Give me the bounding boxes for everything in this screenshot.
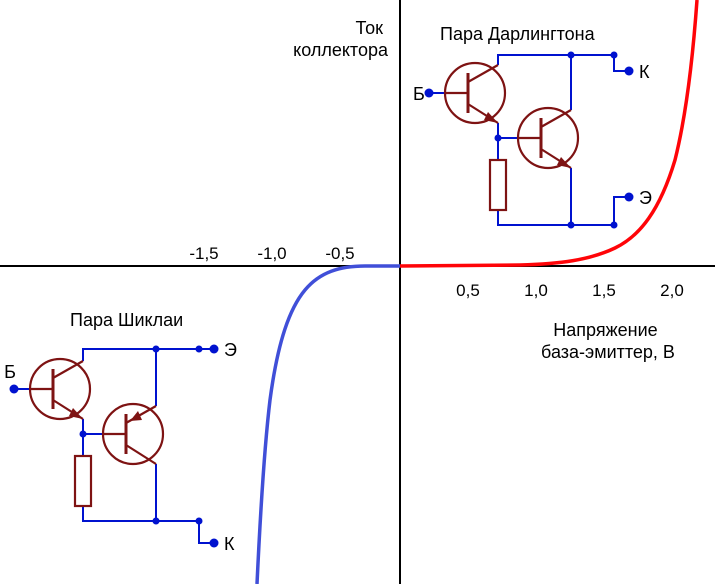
- y-axis-label: Ток коллектора: [293, 18, 389, 60]
- darlington-q2: [518, 108, 578, 168]
- junction-dot: [611, 222, 618, 229]
- tick-neg-3: -0,5: [325, 244, 354, 263]
- darlington-label: Пара Дарлингтона: [440, 24, 596, 44]
- darlington-k-label: К: [639, 62, 650, 82]
- tick-neg-2: -1,0: [257, 244, 286, 263]
- y-axis-label-line2: коллектора: [293, 40, 389, 60]
- darlington-circuit: Б К Э: [413, 52, 652, 229]
- y-axis-label-line1: Ток: [356, 18, 384, 38]
- darlington-e-label: Э: [639, 188, 652, 208]
- x-axis-label-line2: база-эмиттер, В: [541, 342, 675, 362]
- tick-pos-2: 1,0: [524, 281, 548, 300]
- x-axis-label-line1: Напряжение: [553, 320, 657, 340]
- iv-curve-figure: Ток коллектора Напряжение база-эмиттер, …: [0, 0, 715, 584]
- junction-dot: [153, 346, 160, 353]
- junction-dot: [196, 346, 203, 353]
- sziklai-label: Пара Шиклаи: [70, 310, 183, 330]
- junction-dot: [568, 52, 575, 59]
- darlington-b-label: Б: [413, 84, 425, 104]
- sziklai-b-label: Б: [4, 362, 16, 382]
- junction-dot: [196, 518, 203, 525]
- sziklai-curve: [257, 266, 400, 584]
- tick-neg-1: -1,5: [189, 244, 218, 263]
- tick-pos-1: 0,5: [456, 281, 480, 300]
- junction-dot: [80, 431, 87, 438]
- junction-dot: [611, 52, 618, 59]
- junction-dot: [495, 135, 502, 142]
- sziklai-q2: [103, 404, 163, 464]
- junction-dot: [568, 222, 575, 229]
- tick-pos-3: 1,5: [592, 281, 616, 300]
- x-axis-label: Напряжение база-эмиттер, В: [541, 320, 675, 362]
- sziklai-q1: [30, 359, 90, 419]
- darlington-resistor: [490, 160, 506, 210]
- sziklai-resistor: [75, 456, 91, 506]
- sziklai-k-label: К: [224, 534, 235, 554]
- tick-pos-4: 2,0: [660, 281, 684, 300]
- sziklai-circuit: Б Э К: [4, 340, 237, 554]
- sziklai-e-label: Э: [224, 340, 237, 360]
- junction-dot: [153, 518, 160, 525]
- darlington-q1: [445, 63, 505, 123]
